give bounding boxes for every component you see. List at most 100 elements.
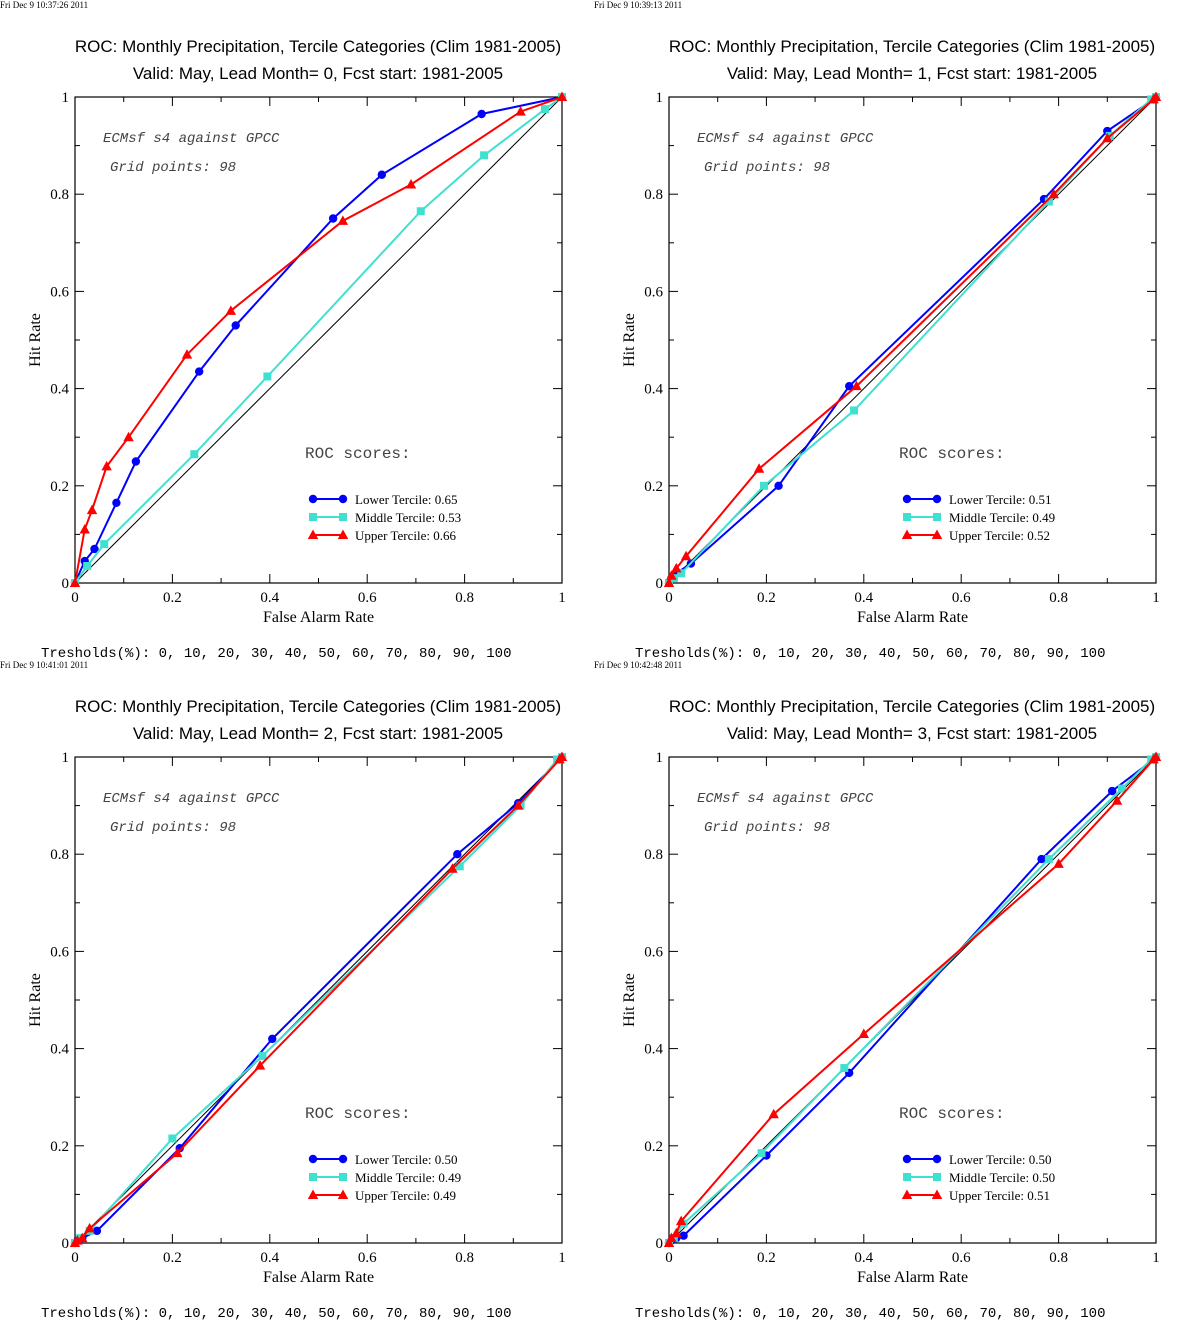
roc-panel-1: Fri Dec 9 10:37:26 2011 ROC: Monthly Prec… <box>0 0 568 662</box>
legend-entry: Middle Tercile: 0.49 <box>355 1170 461 1185</box>
data-point-circle <box>131 457 141 466</box>
legend-marker <box>308 494 318 504</box>
y-tick-label: 0.6 <box>644 284 663 300</box>
y-tick-label: 0.8 <box>644 847 663 863</box>
data-point-triangle <box>671 1227 682 1238</box>
y-tick-label: 1 <box>656 750 664 766</box>
legend-marker <box>337 529 349 539</box>
legend-marker <box>932 1154 942 1164</box>
data-point-circle <box>1107 786 1117 796</box>
data-point-triangle <box>512 800 524 810</box>
legend-marker <box>307 1189 319 1199</box>
thresholds-note: Tresholds(%): 0, 10, 20, 30, 40, 50, 60,… <box>635 646 1105 662</box>
x-tick-label: 0.4 <box>854 590 873 606</box>
legend-entry: Lower Tercile: 0.50 <box>949 1152 1051 1167</box>
legend-marker <box>902 1154 912 1164</box>
legend-marker <box>309 513 317 521</box>
data-point-triangle <box>1053 858 1064 868</box>
data-point-triangle <box>666 1232 677 1243</box>
data-point-triangle <box>77 1232 88 1243</box>
legend-entry: Lower Tercile: 0.65 <box>355 492 457 507</box>
chart-subtitle: Valid: May, Lead Month= 2, Fcst start: 1… <box>133 724 503 743</box>
no-skill-diagonal <box>74 96 563 584</box>
legend-entry: Middle Tercile: 0.49 <box>949 510 1055 525</box>
y-tick-label: 0.6 <box>50 284 69 300</box>
legend-marker <box>337 1189 349 1199</box>
no-skill-diagonal <box>74 756 563 1244</box>
chart-title: ROC: Monthly Precipitation, Tercile Cate… <box>669 697 1155 716</box>
roc-scores-label: ROC scores: <box>305 1105 411 1123</box>
x-axis-label: False Alarm Rate <box>263 609 374 626</box>
legend-marker <box>901 1189 913 1199</box>
timestamp: Fri Dec 9 10:41:01 2011 <box>0 660 88 670</box>
data-point-square <box>1044 855 1053 864</box>
data-point-square <box>677 569 686 578</box>
annotation-gridpoints: Grid points: 98 <box>704 160 830 176</box>
data-point-triangle <box>666 570 677 580</box>
x-tick-label: 0.6 <box>952 590 971 606</box>
data-point-triangle <box>79 524 90 534</box>
x-tick-label: 0.6 <box>358 1250 377 1266</box>
data-point-circle <box>477 109 486 119</box>
data-point-triangle <box>671 562 682 573</box>
chart-subtitle: Valid: May, Lead Month= 0, Fcst start: 1… <box>133 64 503 83</box>
y-tick-label: 0.8 <box>644 187 663 203</box>
annotation-gridpoints: Grid points: 98 <box>704 820 830 836</box>
y-tick-label: 0.2 <box>50 1139 69 1155</box>
thresholds-note: Tresholds(%): 0, 10, 20, 30, 40, 50, 60,… <box>41 646 511 662</box>
data-point-circle <box>231 321 240 330</box>
legend-marker <box>931 1189 943 1199</box>
y-tick-label: 0.2 <box>644 479 663 495</box>
legend-entry: Upper Tercile: 0.66 <box>355 528 457 543</box>
data-point-circle <box>90 544 99 554</box>
legend-entry: Lower Tercile: 0.51 <box>949 492 1051 507</box>
legend-marker <box>338 494 348 504</box>
legend-marker <box>339 513 347 521</box>
x-tick-label: 0.8 <box>1049 590 1068 606</box>
legend-marker <box>309 1173 317 1181</box>
x-tick-label: 1 <box>1152 590 1160 606</box>
legend-marker <box>932 494 942 504</box>
thresholds-note: Tresholds(%): 0, 10, 20, 30, 40, 50, 60,… <box>635 1306 1105 1320</box>
data-point-triangle <box>225 305 237 315</box>
data-point-triangle <box>1150 91 1162 101</box>
timestamp: Fri Dec 9 10:42:48 2011 <box>594 660 682 670</box>
legend-entry: Middle Tercile: 0.53 <box>355 510 461 525</box>
data-point-triangle <box>663 577 675 587</box>
data-point-square <box>263 372 272 381</box>
roc-scores-label: ROC scores: <box>899 1105 1005 1123</box>
y-tick-label: 0 <box>62 576 70 592</box>
y-tick-label: 0.2 <box>50 479 69 495</box>
roc-panel-2: Fri Dec 9 10:39:13 2011 ROC: Monthly Prec… <box>594 0 1162 662</box>
legend-marker <box>307 529 319 539</box>
data-point-triangle <box>680 550 692 561</box>
annotation-gridpoints: Grid points: 98 <box>110 820 236 836</box>
data-point-square <box>190 450 199 459</box>
legend-entry: Upper Tercile: 0.52 <box>949 528 1050 543</box>
roc-panel-3: Fri Dec 9 10:41:01 2011 ROC: Monthly Prec… <box>0 660 568 1320</box>
y-tick-label: 0.8 <box>50 847 69 863</box>
y-tick-label: 0.4 <box>50 1042 69 1058</box>
y-tick-label: 0.6 <box>50 944 69 960</box>
roc-scores-label: ROC scores: <box>305 445 411 463</box>
data-point-triangle <box>675 1215 687 1226</box>
data-point-triangle <box>72 1235 83 1245</box>
data-point-triangle <box>86 504 98 515</box>
y-axis-label: Hit Rate <box>27 973 44 1027</box>
x-tick-label: 0.6 <box>952 1250 971 1266</box>
roc-panel-4: Fri Dec 9 10:42:48 2011 ROC: Monthly Prec… <box>594 660 1162 1320</box>
y-tick-label: 0.8 <box>50 187 69 203</box>
y-axis-label: Hit Rate <box>621 973 638 1027</box>
legend-marker <box>902 494 912 504</box>
annotation-source: ECMsf s4 against GPCC <box>103 131 280 147</box>
data-point-circle <box>268 1034 277 1044</box>
data-point-circle <box>774 481 783 490</box>
data-point-square <box>455 862 464 871</box>
data-point-triangle <box>1111 795 1123 805</box>
data-point-triangle <box>851 380 862 391</box>
x-tick-label: 1 <box>558 1250 566 1266</box>
x-tick-label: 1 <box>1152 1250 1160 1266</box>
data-point-square <box>757 1149 766 1158</box>
data-point-triangle <box>753 463 765 473</box>
data-point-square <box>1044 197 1053 206</box>
